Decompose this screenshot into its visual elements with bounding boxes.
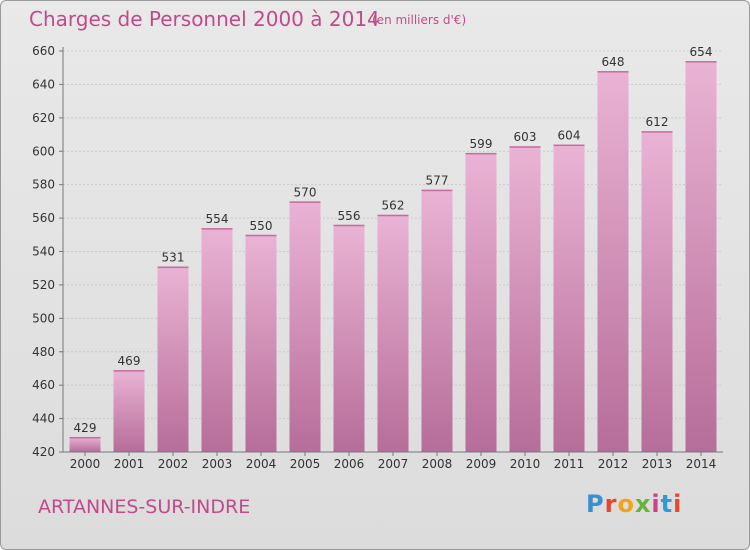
x-tick-label: 2009: [466, 457, 497, 471]
bar-top-edge: [69, 436, 101, 439]
data-label: 603: [514, 130, 537, 144]
bar: [245, 234, 277, 452]
x-tick-label: 2012: [598, 457, 629, 471]
y-tick-label: 420: [32, 445, 55, 459]
bar: [553, 144, 585, 453]
x-tick-label: 2002: [158, 457, 189, 471]
logo-letter: i: [651, 490, 661, 518]
x-tick-label: 2010: [510, 457, 541, 471]
bar-top-edge: [641, 131, 673, 133]
logo-letter: P: [586, 490, 605, 518]
x-tick-label: 2011: [554, 457, 585, 471]
x-tick-label: 2013: [642, 457, 673, 471]
bar: [641, 131, 673, 452]
commune-name: ARTANNES-SUR-INDRE: [38, 496, 251, 518]
bar: [685, 61, 717, 453]
data-label: 556: [338, 209, 361, 223]
x-tick-label: 2006: [334, 457, 365, 471]
bar: [201, 228, 233, 452]
logo-letter: o: [617, 490, 635, 518]
unit-note: (en milliers d'€): [372, 13, 467, 27]
x-tick-label: 2000: [70, 457, 101, 471]
x-tick-label: 2004: [246, 457, 277, 471]
bar-top-edge: [245, 234, 277, 237]
x-tick-label: 2001: [114, 457, 145, 471]
bars: 429 469 531 554 550 570 556 562 577 599 603 604 648 6…: [69, 45, 717, 453]
bar: [465, 152, 497, 452]
logo-letter: x: [634, 490, 652, 518]
bar: [597, 71, 629, 453]
bar-top-edge: [113, 370, 145, 372]
data-label: 654: [690, 45, 713, 59]
bar: [509, 146, 541, 453]
data-label: 531: [162, 251, 185, 265]
logo-letter: t: [660, 490, 674, 518]
data-label: 550: [250, 219, 273, 233]
bar: [333, 224, 365, 452]
bar-top-edge: [465, 152, 497, 155]
x-tick-label: 2014: [686, 457, 717, 471]
proxiti-logo: Proxiti: [586, 490, 682, 518]
bar-top-edge: [421, 189, 453, 192]
data-label: 562: [382, 199, 405, 213]
bar: [157, 266, 189, 452]
bar-top-edge: [553, 144, 585, 147]
y-tick-label: 500: [32, 311, 55, 325]
y-tick-label: 660: [32, 44, 55, 58]
x-tick-label: 2008: [422, 457, 453, 471]
y-tick-label: 560: [32, 211, 55, 225]
data-label: 577: [426, 174, 449, 188]
x-tick-label: 2005: [290, 457, 321, 471]
bar-top-edge: [289, 201, 321, 203]
y-tick-label: 600: [32, 144, 55, 158]
bar-top-edge: [685, 61, 717, 63]
bar-top-edge: [333, 224, 365, 227]
y-tick-label: 580: [32, 178, 55, 192]
y-tick-label: 520: [32, 278, 55, 292]
bar-top-edge: [509, 146, 541, 148]
bar: [113, 370, 145, 452]
data-label: 612: [646, 115, 669, 129]
data-label: 469: [118, 354, 141, 368]
y-tick-label: 640: [32, 77, 55, 91]
bar: [69, 436, 101, 452]
y-tick-label: 540: [32, 245, 55, 259]
data-label: 570: [294, 185, 317, 199]
x-tick-label: 2003: [202, 457, 233, 471]
data-label: 554: [206, 212, 229, 226]
logo-letter: r: [604, 490, 618, 518]
bar: [377, 214, 409, 452]
bar: [421, 189, 453, 452]
data-label: 429: [74, 421, 97, 435]
bar: [289, 201, 321, 452]
chart-title: Charges de Personnel 2000 à 2014: [29, 7, 380, 31]
y-tick-label: 440: [32, 412, 55, 426]
bar-top-edge: [377, 214, 409, 217]
logo-letter: i: [673, 490, 683, 518]
y-tick-label: 620: [32, 111, 55, 125]
y-tick-label: 460: [32, 378, 55, 392]
bar-top-edge: [157, 266, 189, 269]
data-label: 648: [602, 55, 625, 69]
bar-top-edge: [201, 228, 233, 230]
bar-top-edge: [597, 71, 629, 73]
y-tick-label: 480: [32, 345, 55, 359]
data-label: 599: [470, 137, 493, 151]
data-label: 604: [558, 129, 581, 143]
axes: 420 440 460 480 500 520 540 560 580 600 620 640 660 2…: [32, 44, 723, 471]
x-tick-label: 2007: [378, 457, 409, 471]
